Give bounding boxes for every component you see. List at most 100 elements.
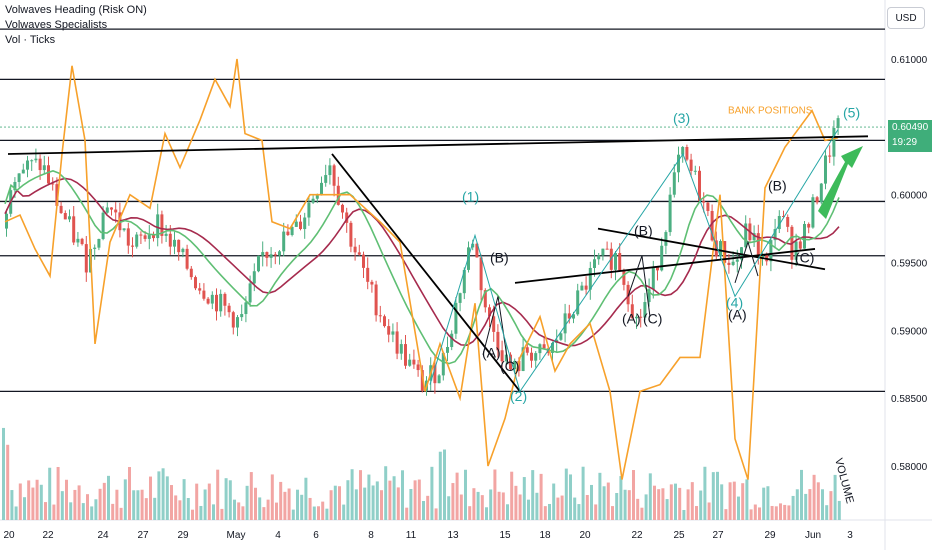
volume-bar [791, 495, 795, 520]
volume-bar [275, 502, 278, 520]
volume-bar [132, 490, 136, 520]
candle-body [576, 290, 580, 315]
candle-body [47, 165, 50, 184]
volume-bar [812, 474, 816, 520]
volume-bar [825, 505, 829, 520]
volume-bar [837, 500, 841, 520]
volume-bar [833, 474, 837, 520]
volume-bar [816, 482, 820, 520]
volume-bar [493, 469, 497, 520]
candle-body [530, 352, 533, 361]
chart-annotation: (B) [634, 222, 653, 238]
volume-bar [434, 508, 438, 520]
candle-body [744, 223, 748, 248]
currency-button[interactable]: USD [887, 7, 925, 29]
candle-body [51, 183, 55, 185]
volume-bar [682, 509, 686, 520]
candle-body [622, 270, 626, 285]
candle-body [777, 216, 781, 230]
candle-body [34, 158, 38, 161]
candle-body [492, 316, 496, 332]
candle-body [525, 347, 529, 353]
volume-bar [695, 506, 698, 520]
last-price-countdown: 19:29 [892, 137, 918, 148]
rising-wedge-trendline [514, 248, 816, 284]
candle-body [412, 359, 416, 365]
candle-body [618, 253, 622, 271]
candle-body [30, 160, 34, 162]
volume-bar [354, 489, 358, 520]
volume-bar [472, 488, 476, 520]
abc-zigzag-2 [627, 255, 651, 317]
volume-bar [170, 485, 173, 520]
volume-bar [388, 480, 392, 520]
x-tick-label: 11 [406, 530, 417, 541]
candle-body [324, 175, 328, 183]
volume-bar [459, 494, 463, 520]
candle-body [689, 159, 693, 171]
candle-body [719, 241, 722, 257]
falling-wedge-trendline [597, 227, 826, 271]
candle-body [185, 248, 189, 269]
volume-bar [363, 487, 367, 520]
volume-bar [451, 483, 455, 520]
volume-bar [501, 492, 505, 520]
volume-bar [506, 504, 509, 520]
volume-bar [216, 469, 220, 520]
volume-bar [573, 497, 577, 520]
candle-body [462, 269, 466, 294]
volume-bar [300, 494, 304, 520]
candle-body [756, 233, 760, 258]
volume-bar [2, 427, 5, 520]
volume-bar [304, 477, 308, 520]
candle-body [210, 294, 214, 304]
candle-body [614, 253, 617, 270]
chart-annotation: (2) [510, 388, 527, 404]
candle-body [496, 331, 500, 351]
volume-bar [191, 509, 194, 520]
candle-body [702, 201, 706, 203]
candle-body [114, 209, 118, 213]
candle-body [677, 154, 680, 173]
candle-body [362, 254, 365, 268]
candle-body [227, 305, 231, 313]
candle-body [152, 235, 155, 239]
candle-body [332, 165, 336, 186]
volume-bar [212, 504, 215, 520]
volume-bar [207, 483, 211, 520]
candle-body [714, 240, 718, 257]
candle-body [76, 238, 80, 243]
candle-body [341, 204, 344, 213]
candle-body [811, 197, 815, 228]
volume-bar [296, 489, 299, 520]
candle-body [773, 229, 777, 241]
volume-bar [283, 491, 287, 520]
volume-bar [426, 495, 430, 520]
volume-bar [758, 507, 761, 520]
candle-body [265, 252, 269, 258]
volume-bar [165, 476, 169, 520]
volume-bar [14, 506, 18, 520]
volume-bar [665, 499, 669, 520]
candle-body [500, 350, 504, 362]
volume-bar [338, 486, 341, 520]
volume-bar [346, 480, 350, 520]
volume-bar [653, 485, 656, 520]
candle-body [534, 353, 538, 361]
volume-bar [737, 496, 740, 520]
volume-bar [224, 478, 228, 520]
candle-body [93, 247, 97, 249]
candle-body [236, 317, 239, 328]
candle-body [311, 198, 315, 203]
candle-body [572, 314, 575, 319]
volume-bar [149, 476, 152, 520]
candle-body [517, 360, 521, 372]
volume-bar [774, 506, 778, 520]
candle-body [278, 251, 281, 256]
volume-bar [342, 504, 346, 520]
candle-body [122, 228, 126, 231]
x-tick-label: 29 [177, 530, 189, 541]
chart-annotation: (C) [500, 358, 519, 374]
